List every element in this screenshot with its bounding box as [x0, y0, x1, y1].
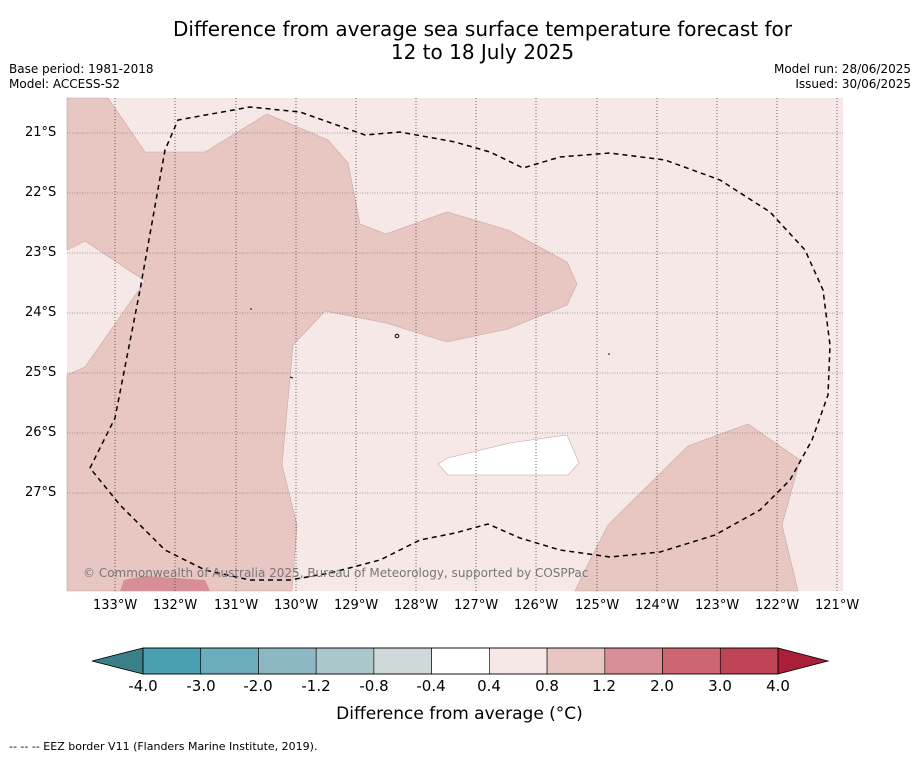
title-line-2: 12 to 18 July 2025 — [390, 40, 575, 64]
base-period: Base period: 1981-2018 — [9, 62, 154, 76]
model-name: Model: ACCESS-S2 — [9, 77, 121, 91]
anomaly-zone-1.2-2.0 — [120, 576, 210, 591]
lon-label: 122°W — [755, 598, 800, 613]
colorbar-extend-low — [91, 647, 144, 675]
model-run: Model run: 28/06/2025 — [773, 62, 911, 76]
lon-label: 128°W — [394, 598, 439, 613]
colorbar-bin — [258, 647, 317, 675]
colorbar-bin — [315, 647, 375, 675]
meta-left: Base period: 1981-2018 Model: ACCESS-S2 — [9, 62, 154, 92]
lon-label: 132°W — [153, 598, 198, 613]
colorbar-bin — [431, 647, 490, 675]
colorbar-bin — [142, 647, 202, 675]
lon-label: 123°W — [695, 598, 740, 613]
eez-footnote: -- -- -- EEZ border V11 (Flanders Marine… — [9, 740, 318, 753]
lat-label: 25°S — [25, 365, 57, 380]
colorbar-bin — [373, 647, 432, 675]
colorbar-bin — [200, 647, 259, 675]
lat-label: 22°S — [25, 185, 57, 200]
colorbar-label: Difference from average (°C) — [336, 704, 583, 724]
colorbar-bin — [719, 647, 779, 675]
lon-label: 124°W — [635, 598, 680, 613]
neutral-zone-patch — [437, 434, 580, 476]
colorbar-bin — [489, 647, 548, 675]
colorbar-tick: 1.2 — [592, 677, 616, 695]
eez-border — [89, 106, 831, 581]
colorbar-extend-high — [777, 647, 830, 675]
lat-label: 26°S — [25, 425, 57, 440]
island-marker — [394, 333, 400, 339]
colorbar-bin — [604, 647, 663, 675]
lon-label: 127°W — [454, 598, 499, 613]
lon-label: 125°W — [575, 598, 620, 613]
lon-label: 129°W — [334, 598, 379, 613]
longitude-gridlines — [114, 98, 838, 591]
copyright-notice: © Commonwealth of Australia 2025, Bureau… — [83, 566, 589, 580]
lon-label: 121°W — [815, 598, 860, 613]
colorbar-tick: -0.4 — [416, 677, 446, 695]
lon-label: 133°W — [93, 598, 138, 613]
island-marker — [250, 308, 252, 310]
lat-label: 24°S — [25, 305, 57, 320]
colorbar-tick: 3.0 — [708, 677, 732, 695]
colorbar-bin — [662, 647, 721, 675]
colorbar-bin — [546, 647, 606, 675]
lon-label: 131°W — [214, 598, 259, 613]
lon-label: 126°W — [514, 598, 559, 613]
colorbar-tick: -4.0 — [128, 677, 158, 695]
lat-label: 21°S — [25, 125, 57, 140]
anomaly-zone-0.8-1.2-main — [66, 97, 578, 592]
chart-title: Difference from average sea surface temp… — [120, 18, 845, 64]
lon-label: 130°W — [274, 598, 319, 613]
colorbar-tick: 2.0 — [650, 677, 674, 695]
lat-label: 23°S — [25, 245, 57, 260]
meta-right: Model run: 28/06/2025 Issued: 30/06/2025 — [774, 62, 911, 92]
title-line-1: Difference from average sea surface temp… — [172, 17, 792, 41]
island-marker — [289, 376, 294, 379]
colorbar-tick: -1.2 — [301, 677, 331, 695]
island-marker — [608, 353, 610, 355]
colorbar-tick: 4.0 — [766, 677, 790, 695]
anomaly-zone-0.8-1.2-southeast — [574, 423, 801, 592]
colorbar-tick: -0.8 — [359, 677, 389, 695]
colorbar-tick: 0.4 — [477, 677, 501, 695]
issued-date: Issued: 30/06/2025 — [795, 77, 911, 91]
latitude-gridlines — [67, 132, 843, 494]
colorbar-tick: -2.0 — [243, 677, 273, 695]
lat-label: 27°S — [25, 485, 57, 500]
colorbar — [91, 647, 830, 675]
colorbar-tick: -3.0 — [186, 677, 216, 695]
colorbar-tick: 0.8 — [535, 677, 559, 695]
